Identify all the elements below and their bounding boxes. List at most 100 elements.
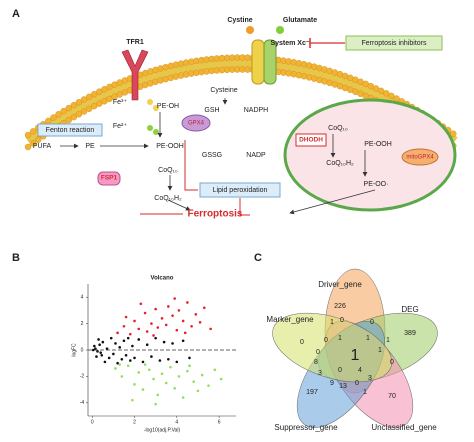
venn-set-label: Marker_gene <box>266 315 314 324</box>
y-axis-label: logFC <box>71 343 77 357</box>
point <box>196 389 200 393</box>
point <box>137 371 141 374</box>
point <box>128 359 132 362</box>
diagram-label: CoQ₁₀H₂ <box>326 160 354 167</box>
lipid-head <box>24 131 32 139</box>
point <box>116 331 119 335</box>
point <box>118 346 122 349</box>
point <box>114 367 117 370</box>
point <box>202 306 206 310</box>
lipid-head <box>75 99 83 106</box>
chart-title: Volcano <box>151 276 174 282</box>
point <box>188 364 191 368</box>
point <box>145 330 149 333</box>
panel-label: A <box>12 8 20 20</box>
point <box>171 342 174 345</box>
lipid-head <box>75 111 83 118</box>
point <box>124 315 128 319</box>
diagram-label: NADPH <box>244 107 269 114</box>
diagram-label: Cystine <box>227 17 252 24</box>
x-tick-label: 6 <box>218 419 221 425</box>
lipid-head <box>65 104 72 112</box>
diagram-label: CoQ₁₀ <box>328 125 348 132</box>
x-axis-label: -log10(adj.P.Val) <box>144 427 181 433</box>
point <box>162 340 166 344</box>
lipid-head <box>96 88 103 95</box>
point <box>181 319 185 323</box>
diagram-label: DHODH <box>299 137 323 144</box>
iron-ball <box>153 105 159 111</box>
point <box>219 377 223 381</box>
point <box>186 369 189 373</box>
lipid-head <box>45 117 52 125</box>
venn-count: 13 <box>339 383 347 390</box>
inhibit-line <box>184 140 198 191</box>
point <box>114 342 117 345</box>
point <box>177 309 181 312</box>
venn-count: 9 <box>330 380 334 387</box>
point <box>95 355 98 358</box>
lipid-head <box>70 101 78 109</box>
point <box>120 375 124 378</box>
venn-count: 0 <box>370 319 374 326</box>
point <box>91 348 95 352</box>
y-tick-label: -4 <box>80 400 85 406</box>
venn-count: 4 <box>358 367 362 374</box>
diagram-label: mitoGPX4 <box>406 155 434 161</box>
venn-count: 1 <box>363 389 367 396</box>
point <box>131 398 134 402</box>
point <box>181 339 185 343</box>
venn-count: 3 <box>318 370 322 377</box>
inhibitor-box <box>345 35 443 51</box>
point <box>167 305 170 308</box>
iron-ball <box>153 129 159 135</box>
point <box>173 297 176 300</box>
mitochondrion <box>283 98 457 212</box>
point <box>183 331 187 335</box>
point <box>186 301 189 304</box>
point <box>101 340 105 344</box>
point <box>164 381 168 385</box>
lipid-head <box>372 85 380 92</box>
mitogpx4-blob <box>401 148 439 166</box>
point <box>137 327 141 331</box>
point <box>188 356 191 360</box>
point <box>177 375 181 378</box>
point <box>109 336 113 340</box>
venn-count: 8 <box>314 359 318 366</box>
point <box>209 327 212 331</box>
venn-set-label: DEG <box>401 305 418 314</box>
point <box>128 332 132 336</box>
diagram-label: Glutamate <box>283 17 317 24</box>
lipid-head <box>70 113 78 121</box>
point <box>198 320 202 324</box>
diagram-label: CoQ₁₀ <box>158 167 178 174</box>
venn-count: 1 <box>338 335 342 342</box>
point <box>133 383 136 386</box>
tfr1-receptor <box>121 49 149 101</box>
point <box>100 353 104 357</box>
cystine-ball <box>246 26 254 34</box>
venn-count: 197 <box>306 389 318 396</box>
point <box>150 322 153 325</box>
venn-count: 1 <box>386 337 390 344</box>
point <box>93 344 96 348</box>
point <box>150 355 153 358</box>
point <box>154 307 157 311</box>
point <box>97 338 100 341</box>
arrow <box>167 199 191 211</box>
point <box>141 360 145 364</box>
x-tick-label: 2 <box>133 419 136 425</box>
diagram-label: Ferroptosis <box>187 209 242 220</box>
point <box>145 343 149 347</box>
point <box>169 365 172 369</box>
venn-set-label: Unclassified_gene <box>371 423 437 432</box>
point <box>175 328 179 332</box>
point <box>181 396 185 399</box>
diagram-label: GPX4 <box>188 121 205 127</box>
point <box>116 361 119 365</box>
venn-count: 0 <box>390 359 394 366</box>
point <box>94 347 97 350</box>
point <box>99 351 102 354</box>
